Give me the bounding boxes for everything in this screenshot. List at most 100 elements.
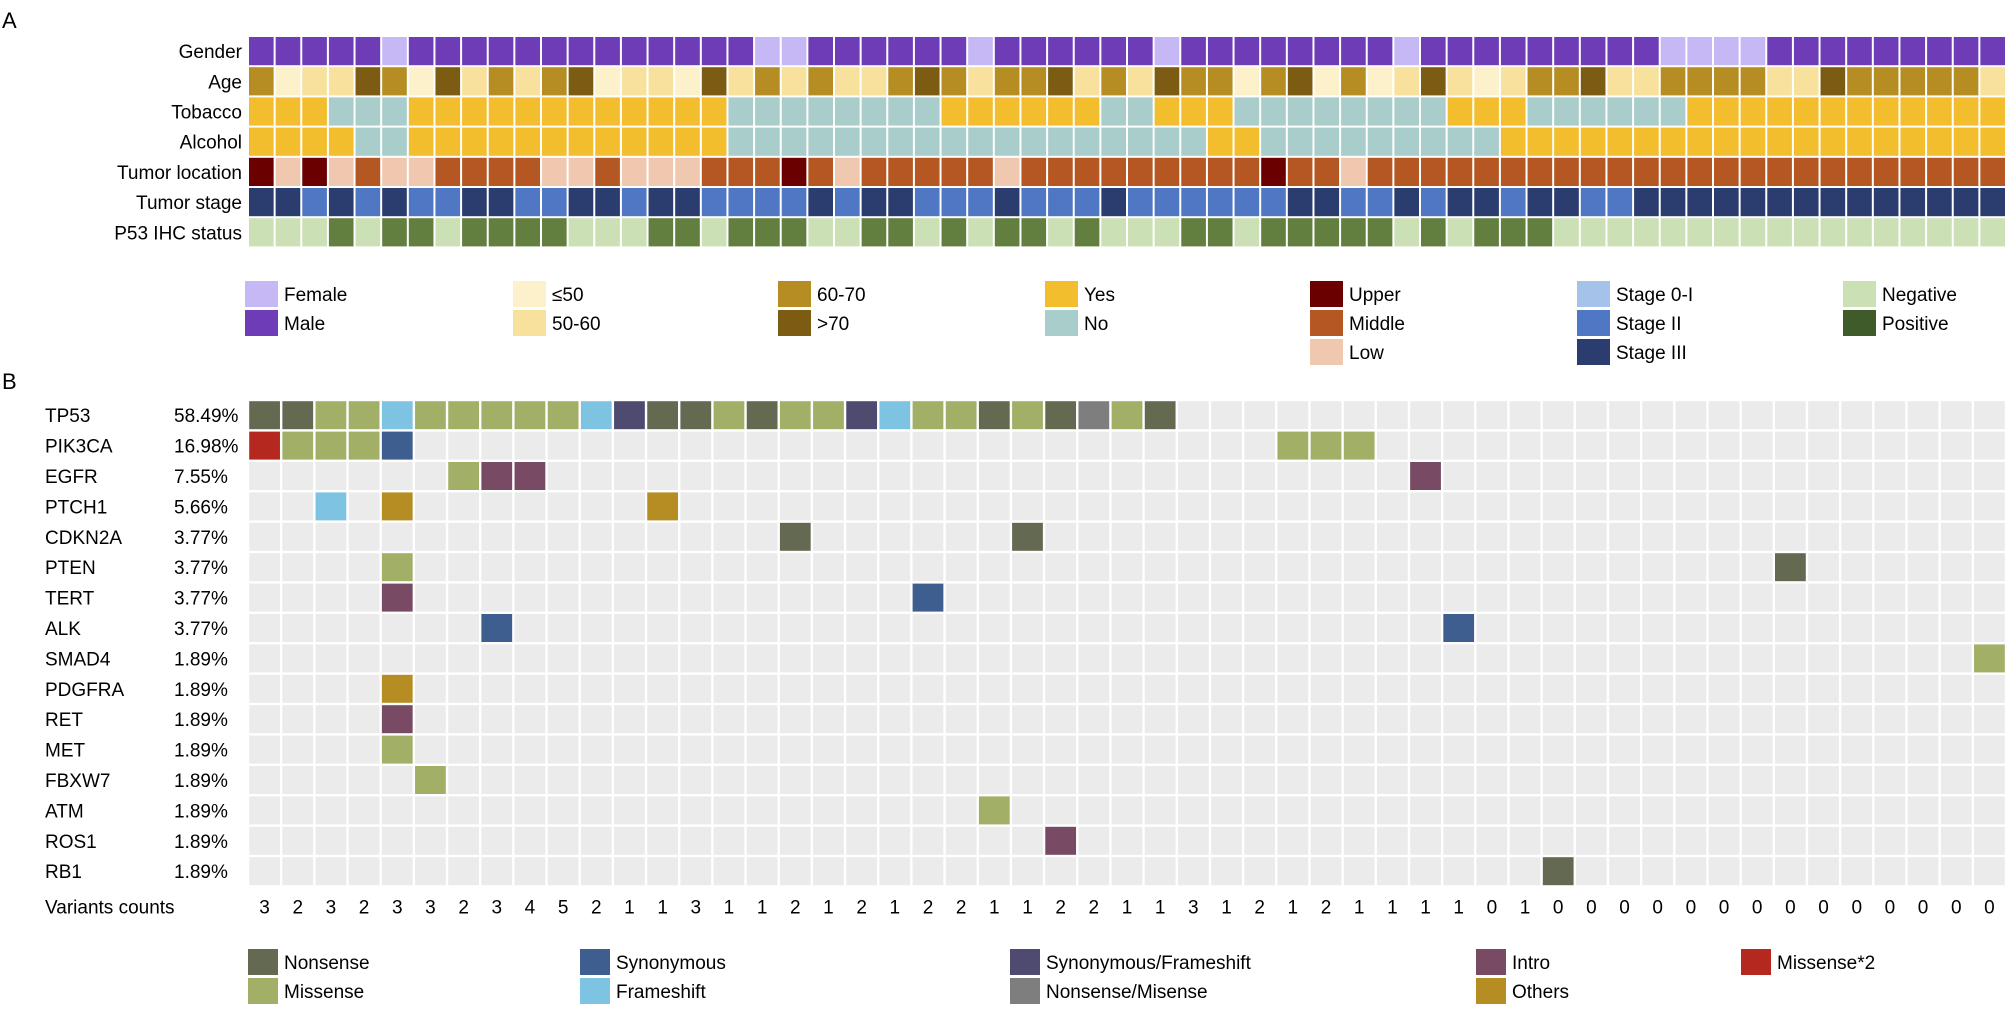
empty-cell: [315, 644, 347, 673]
empty-cell: [282, 766, 314, 794]
clinical-cell: [808, 157, 833, 186]
clinical-cell: [781, 157, 807, 186]
empty-cell: [1012, 857, 1043, 886]
empty-cell: [315, 614, 347, 642]
clinical-cell: [808, 37, 833, 66]
clinical-cell: [1607, 218, 1633, 247]
empty-cell: [879, 705, 911, 734]
empty-cell: [1575, 431, 1607, 460]
clinical-cell: [1500, 127, 1526, 156]
clinical-cell: [1714, 157, 1739, 186]
empty-cell: [779, 583, 811, 612]
clinical-legend-label: Low: [1349, 343, 1384, 364]
empty-cell: [1012, 735, 1043, 764]
empty-cell: [1277, 522, 1309, 551]
clinical-cell: [382, 37, 407, 66]
mutation-legend-swatch: [1010, 978, 1040, 1004]
empty-cell: [415, 462, 446, 490]
empty-cell: [879, 522, 911, 551]
empty-cell: [514, 857, 546, 886]
empty-cell: [1907, 431, 1939, 460]
variant-count: 2: [458, 897, 469, 918]
empty-cell: [1277, 553, 1309, 582]
mutation-cell: [1111, 401, 1143, 430]
empty-cell: [1476, 766, 1508, 794]
empty-cell: [1277, 401, 1309, 430]
empty-cell: [1940, 492, 1972, 521]
empty-cell: [846, 674, 878, 703]
empty-cell: [945, 644, 977, 673]
clinical-cell: [1421, 67, 1446, 96]
clinical-cell: [1980, 97, 2005, 126]
empty-cell: [1376, 583, 1408, 612]
empty-cell: [1078, 644, 1110, 673]
clinical-cell: [1341, 157, 1366, 186]
empty-cell: [1775, 644, 1806, 673]
clinical-cell: [515, 157, 540, 186]
clinical-cell: [1607, 127, 1633, 156]
empty-cell: [647, 553, 679, 582]
clinical-cell: [1341, 218, 1366, 247]
empty-cell: [1211, 674, 1242, 703]
clinical-cell: [1421, 97, 1446, 126]
empty-cell: [746, 522, 778, 551]
empty-cell: [1343, 583, 1375, 612]
empty-cell: [514, 705, 546, 734]
clinical-cell: [1021, 188, 1047, 217]
empty-cell: [282, 492, 314, 521]
empty-cell: [415, 522, 446, 551]
empty-cell: [945, 674, 977, 703]
variant-count: 0: [1818, 897, 1829, 918]
mutation-cell: [381, 735, 413, 764]
clinical-cell: [408, 67, 434, 96]
empty-cell: [1476, 644, 1508, 673]
mutation-legend-label: Others: [1512, 982, 1569, 1003]
empty-cell: [348, 766, 380, 794]
empty-cell: [1410, 857, 1441, 886]
empty-cell: [547, 583, 579, 612]
clinical-cell: [675, 127, 700, 156]
empty-cell: [879, 583, 911, 612]
clinical-cell: [1873, 127, 1899, 156]
empty-cell: [1211, 735, 1242, 764]
empty-cell: [1244, 857, 1276, 886]
clinical-cell: [595, 188, 620, 217]
empty-cell: [1376, 401, 1408, 430]
empty-cell: [879, 735, 911, 764]
clinical-cell: [968, 157, 993, 186]
clinical-cell: [328, 127, 354, 156]
empty-cell: [1310, 857, 1342, 886]
clinical-cell: [1634, 67, 1659, 96]
empty-cell: [1609, 522, 1640, 551]
empty-cell: [1907, 705, 1939, 734]
empty-cell: [415, 705, 446, 734]
gene-label: ROS1: [45, 832, 97, 853]
empty-cell: [746, 431, 778, 460]
empty-cell: [249, 462, 280, 490]
empty-cell: [249, 522, 280, 551]
clinical-cell: [1447, 97, 1473, 126]
empty-cell: [514, 766, 546, 794]
mutation-cell: [647, 492, 679, 521]
empty-cell: [481, 522, 513, 551]
empty-cell: [1841, 644, 1873, 673]
empty-cell: [1940, 401, 1972, 430]
empty-cell: [1609, 644, 1640, 673]
empty-cell: [1775, 492, 1806, 521]
clinical-cell: [328, 97, 354, 126]
clinical-cell: [1367, 157, 1393, 186]
clinical-cell: [888, 218, 913, 247]
clinical-cell: [1287, 218, 1313, 247]
empty-cell: [846, 614, 878, 642]
empty-cell: [315, 826, 347, 855]
clinical-cell: [595, 157, 620, 186]
mutation-legend-label: Nonsense/Misense: [1046, 982, 1208, 1003]
empty-cell: [1874, 462, 1906, 490]
gene-percentage: 7.55%: [174, 467, 228, 488]
empty-cell: [1443, 431, 1475, 460]
empty-cell: [978, 705, 1010, 734]
clinical-cell: [1873, 67, 1899, 96]
empty-cell: [1575, 826, 1607, 855]
empty-cell: [315, 674, 347, 703]
empty-cell: [1775, 796, 1806, 825]
